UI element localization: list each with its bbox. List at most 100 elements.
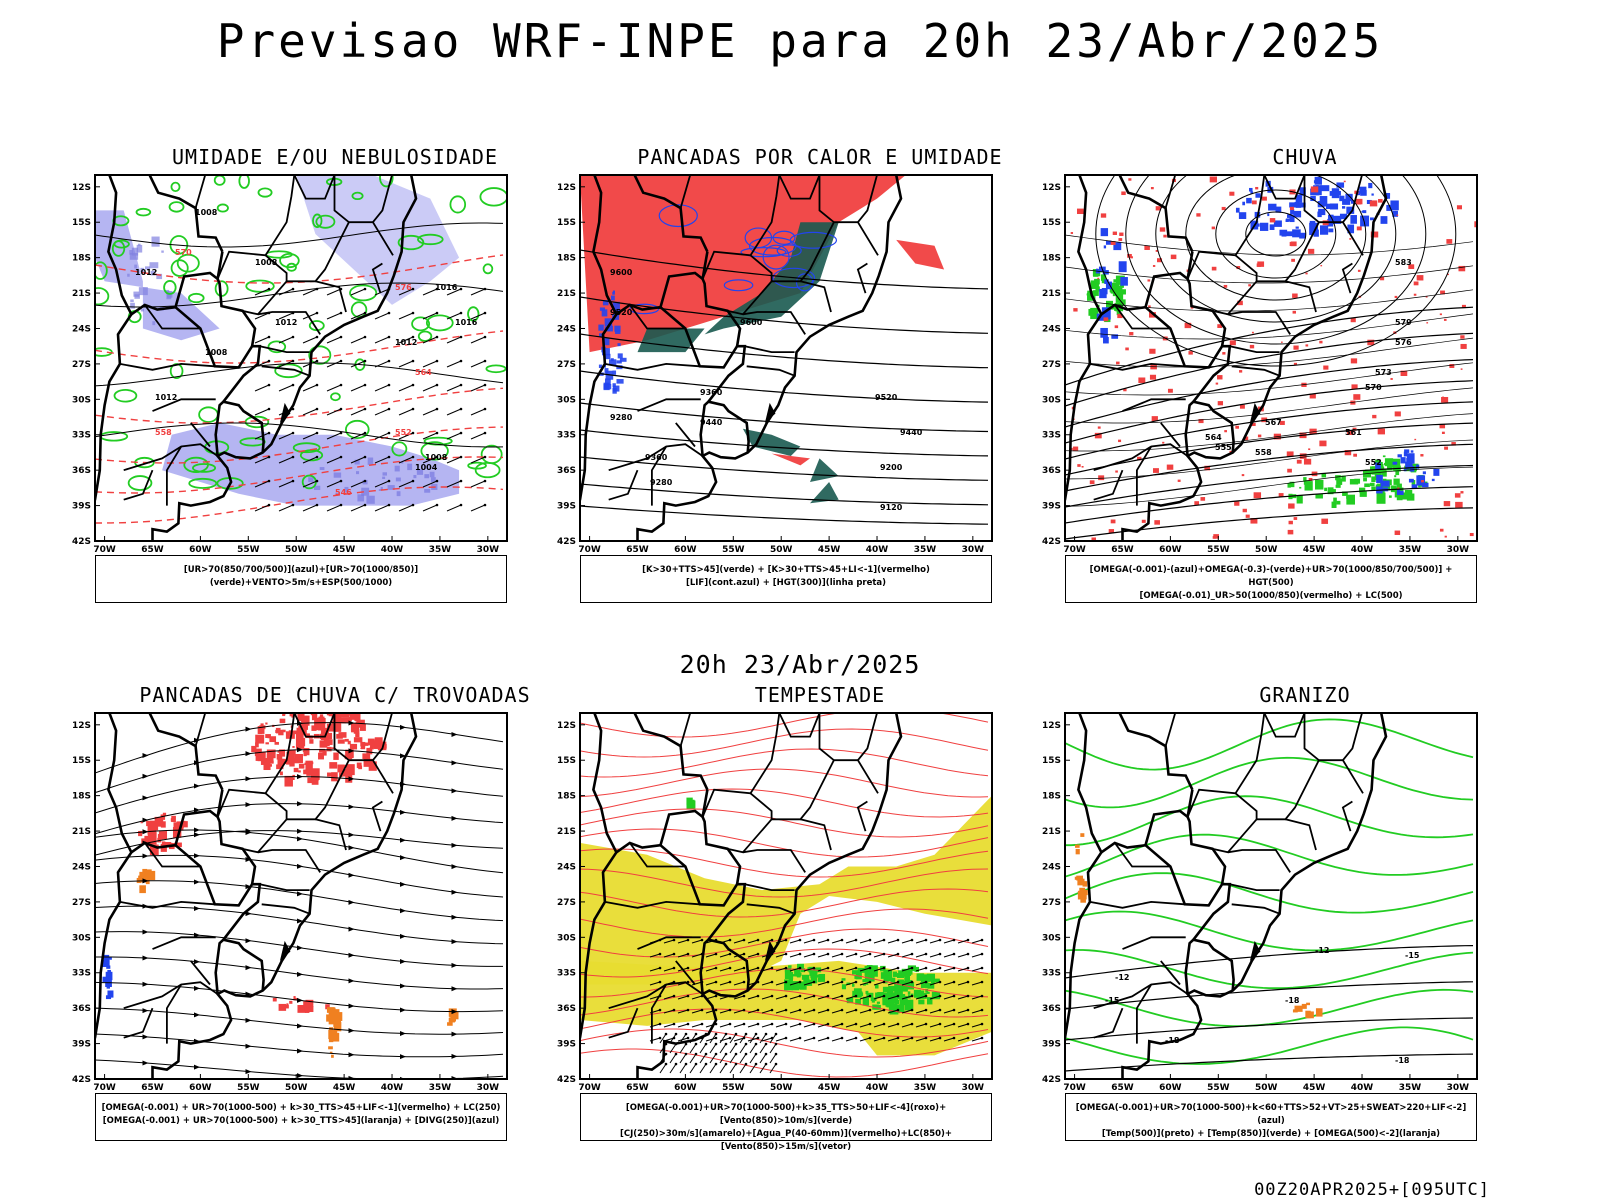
political-border — [315, 280, 347, 313]
wind-vector-head — [896, 938, 900, 942]
field-cell — [1347, 429, 1354, 436]
wind-vector-head — [980, 994, 984, 998]
field-cell — [1298, 202, 1306, 208]
field-cell — [1404, 449, 1410, 453]
political-border — [286, 175, 351, 283]
political-border — [1341, 800, 1353, 832]
wind-vector-head — [826, 966, 830, 970]
field-cell — [342, 769, 350, 777]
field-cell — [279, 749, 286, 757]
wind-vector — [302, 336, 318, 344]
legend-line: [OMEGA(-0.001)+UR>70(1000-500)+k>35_TTS>… — [625, 1103, 947, 1126]
wind-vector-head — [664, 1052, 668, 1056]
political-border — [592, 175, 661, 317]
wind-vector-head — [435, 479, 439, 483]
field-cell — [1287, 483, 1291, 488]
wind-vector-head — [784, 1036, 788, 1040]
wind-vector — [719, 1053, 727, 1064]
wind-vector — [326, 336, 342, 344]
field-cell — [1293, 345, 1299, 350]
wind-vector — [769, 1063, 777, 1074]
contour-label: 9600 — [610, 268, 633, 277]
wind-vector-head — [459, 359, 463, 363]
wind-vector — [901, 1023, 913, 1028]
wind-vector-head — [483, 335, 487, 339]
field-cell — [1315, 479, 1324, 490]
field-cell — [871, 1000, 875, 1003]
wind-vector — [677, 1009, 689, 1014]
wind-vector — [719, 967, 731, 972]
field-cell — [1101, 279, 1106, 284]
legend-line: [OMEGA(-0.001) + UR>70(1000-500) + k>30_… — [101, 1103, 501, 1113]
political-border — [216, 713, 296, 818]
wind-vector — [831, 1009, 843, 1014]
political-border — [1065, 851, 1103, 1042]
field-cell — [1362, 210, 1367, 214]
humidity-contour — [279, 252, 300, 269]
field-cell — [286, 751, 295, 761]
wind-vector — [901, 967, 913, 972]
contour-label: 9520 — [610, 308, 633, 317]
field-cell — [1315, 493, 1323, 499]
field-cell — [289, 1000, 293, 1004]
field-cell — [610, 295, 615, 301]
field-cell — [1394, 411, 1401, 417]
wind-vector — [350, 360, 366, 368]
political-border — [701, 175, 781, 280]
political-border — [315, 818, 347, 851]
lon-tick-label: 60W — [674, 545, 697, 555]
political-border — [742, 311, 806, 335]
wind-vector — [254, 384, 270, 392]
field-cell — [1291, 258, 1295, 262]
wind-vector-head — [387, 479, 391, 483]
wind-vector-head — [952, 938, 956, 942]
wind-vector-head — [868, 938, 872, 942]
field-cell — [361, 727, 365, 730]
panel-title: UMIDADE E/OU NEBULOSIDADE — [171, 145, 499, 169]
field-cell — [1439, 423, 1446, 429]
temp850-contour — [1065, 833, 1474, 878]
wind-vector — [691, 995, 703, 1000]
streamline-arrow — [245, 1017, 252, 1023]
wind-vector — [446, 384, 462, 392]
field-cell — [358, 765, 363, 770]
field-cell — [612, 383, 616, 388]
wind-vector-head — [854, 966, 858, 970]
field-cell — [289, 713, 297, 717]
wind-vector-head — [774, 1042, 778, 1046]
field-cell — [1350, 358, 1358, 364]
field-cell — [930, 980, 935, 984]
field-cell — [914, 966, 919, 972]
lat-tick-label: 24S — [72, 324, 91, 334]
field-cell — [304, 1007, 310, 1013]
wind-vector-head — [840, 938, 844, 942]
contour-line — [1095, 175, 1457, 367]
streamline-arrow — [245, 884, 252, 890]
wind-vector-head — [798, 1022, 802, 1026]
lon-tick-label: 50W — [1255, 545, 1278, 555]
field-cell — [1080, 833, 1085, 837]
field-cell — [1137, 456, 1142, 461]
lat-tick-label: 33S — [1042, 431, 1061, 441]
wind-vector-head — [840, 966, 844, 970]
wind-vector-head — [387, 431, 391, 435]
lat-tick-label: 27S — [557, 360, 576, 370]
humidity-contour — [474, 461, 501, 479]
wind-vector-head — [664, 1032, 668, 1036]
map-content — [580, 713, 992, 1079]
wind-vector — [971, 995, 983, 1000]
lagoon — [764, 402, 776, 423]
lat-tick-label: 39S — [1042, 1040, 1061, 1050]
wind-vector-head — [910, 994, 914, 998]
wind-vector-head — [938, 938, 942, 942]
streamline-arrow — [400, 933, 406, 939]
field-cell — [601, 309, 608, 317]
wind-vector-head — [483, 503, 487, 507]
wind-vector-head — [315, 383, 319, 387]
field-cell — [1292, 1009, 1298, 1013]
wind-vector — [831, 967, 843, 972]
field-cell — [294, 753, 303, 764]
field-cell — [1299, 187, 1306, 196]
wind-vector — [470, 312, 486, 320]
political-border — [778, 713, 821, 738]
